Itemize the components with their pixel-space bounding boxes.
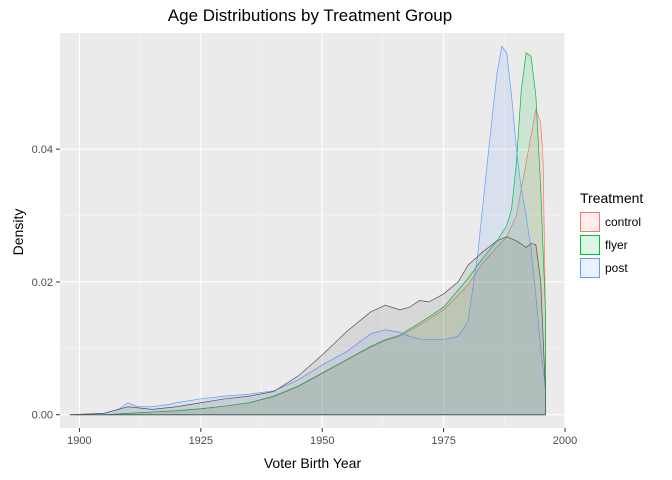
legend-item-post: post xyxy=(580,256,643,279)
legend-item-control: control xyxy=(580,210,643,233)
density-area-flyer xyxy=(69,52,546,416)
y-tick-label: 0.02 xyxy=(32,277,53,289)
legend-label-flyer: flyer xyxy=(605,237,628,252)
legend-item-flyer: flyer xyxy=(580,233,643,256)
x-tick-label: 1900 xyxy=(67,435,91,447)
y-axis-label: Density xyxy=(10,208,26,256)
legend-title: Treatment xyxy=(580,190,644,206)
legend-label-control: control xyxy=(605,214,642,229)
y-tick-label: 0.04 xyxy=(32,144,53,156)
x-tick-label: 1950 xyxy=(310,435,334,447)
chart-title: Age Distributions by Treatment Group xyxy=(167,6,453,25)
legend: Treatment control flyer post xyxy=(580,190,643,279)
density-area-post xyxy=(69,45,546,416)
legend-key-post xyxy=(580,257,600,278)
legend-key-control xyxy=(580,211,600,232)
legend-label-post: post xyxy=(605,260,628,275)
x-axis-label: Voter Birth Year xyxy=(263,455,362,471)
x-tick-label: 2000 xyxy=(553,435,577,447)
legend-key-flyer xyxy=(580,234,600,255)
density-area-overall xyxy=(69,236,546,416)
x-tick-label: 1975 xyxy=(431,435,455,447)
y-tick-label: 0.00 xyxy=(32,410,53,422)
plot-panel xyxy=(60,33,565,428)
x-tick-label: 1925 xyxy=(189,435,213,447)
